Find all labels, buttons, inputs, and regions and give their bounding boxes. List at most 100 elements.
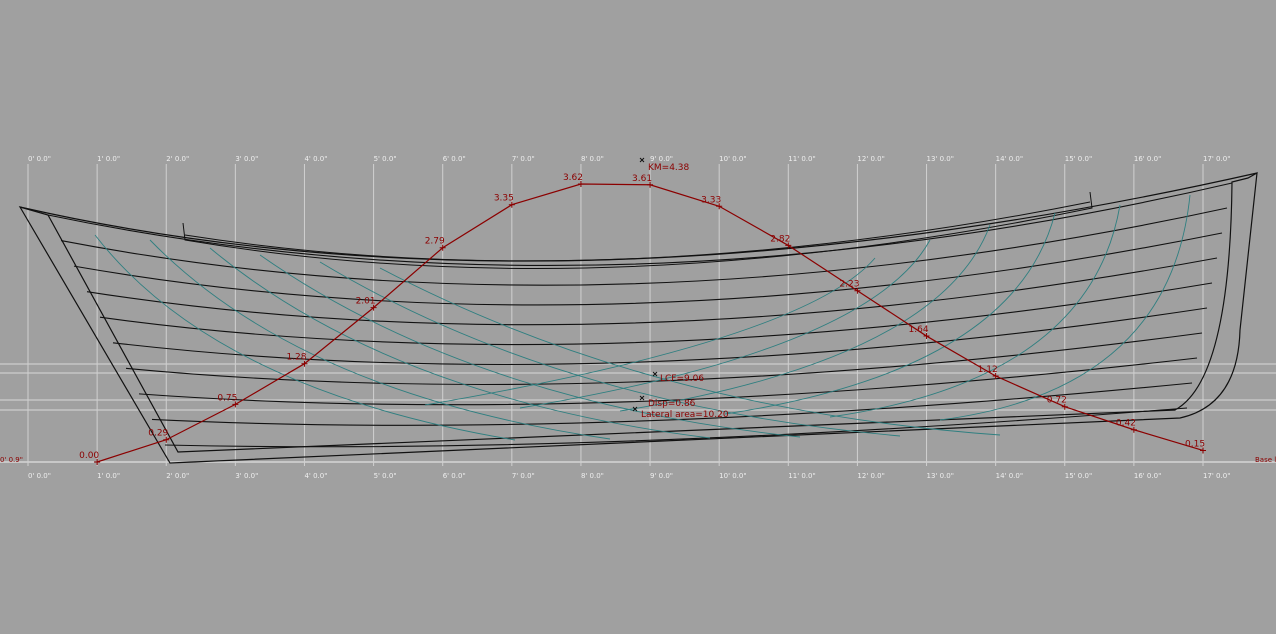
x-tick-label: 1' 0.0"	[97, 472, 120, 480]
section-line	[209, 247, 711, 439]
section-line	[149, 239, 611, 440]
data-label: 3.35	[494, 194, 514, 204]
x-tick-label: 4' 0.0"	[304, 155, 327, 163]
curve-point	[508, 201, 515, 208]
x-tick-label: 17' 0.0"	[1203, 472, 1230, 480]
x-tick-label: 15' 0.0"	[1065, 472, 1092, 480]
curve-point	[439, 244, 446, 251]
x-tick-label: 4' 0.0"	[304, 472, 327, 480]
plank-line	[99, 282, 1213, 346]
section-line	[829, 204, 1121, 418]
plank-line	[112, 307, 1208, 366]
labels: 0' 0.9" Base l KM=4.38 LCF=9.06 Disp=0.8…	[0, 157, 1276, 464]
curve-point	[301, 360, 308, 367]
plank-line	[60, 207, 1228, 286]
plank-line	[125, 332, 1203, 386]
curve-point	[577, 181, 584, 187]
x-tick-label: 10' 0.0"	[719, 472, 746, 480]
marker	[639, 157, 645, 163]
x-tick-label: 16' 0.0"	[1134, 472, 1161, 480]
hull	[18, 171, 1258, 464]
station-grid: 0' 0.0" 0' 0.0" 1' 0.0" 1' 0.0" 2' 0.0" 2' 0.…	[27, 155, 1230, 480]
plank-line	[138, 357, 1198, 406]
left-label: 0' 0.9"	[0, 456, 23, 464]
x-tick-label: 17' 0.0"	[1203, 155, 1230, 163]
x-tick-label: 2' 0.0"	[166, 155, 189, 163]
data-label: 0.15	[1185, 439, 1205, 449]
data-label: 3.62	[563, 173, 583, 183]
x-tick-label: 14' 0.0"	[996, 155, 1023, 163]
data-label: 2.01	[356, 297, 376, 307]
x-tick-label: 0' 0.0"	[28, 472, 51, 480]
curve-point	[785, 242, 792, 249]
annotation-markers	[632, 157, 658, 412]
plank-line	[164, 407, 1188, 448]
hull-outline	[18, 171, 1258, 464]
curve-point	[163, 436, 170, 443]
section-line	[379, 267, 1001, 436]
data-label: 2.82	[770, 234, 790, 244]
x-tick-label: 10' 0.0"	[719, 155, 746, 163]
x-tick-label: 0' 0.0"	[28, 155, 51, 163]
section-line	[939, 194, 1191, 421]
curve-point	[1061, 403, 1068, 410]
x-tick-label: 15' 0.0"	[1065, 155, 1092, 163]
x-tick-label: 12' 0.0"	[857, 155, 884, 163]
x-tick-label: 9' 0.0"	[650, 472, 673, 480]
x-tick-label: 7' 0.0"	[512, 472, 535, 480]
data-label: 0.75	[217, 393, 237, 403]
curve-point	[370, 304, 377, 311]
curve-point	[854, 287, 861, 294]
data-label: 1.12	[978, 365, 998, 375]
curve-point	[94, 459, 101, 465]
section-line	[724, 212, 1056, 415]
section-line	[519, 239, 931, 409]
x-tick-label: 13' 0.0"	[927, 472, 954, 480]
gunwale	[182, 191, 1093, 269]
x-tick-label: 8' 0.0"	[581, 155, 604, 163]
x-tick-label: 14' 0.0"	[996, 472, 1023, 480]
x-tick-label: 1' 0.0"	[97, 155, 120, 163]
data-label: 1.64	[909, 325, 929, 335]
x-tick-label: 5' 0.0"	[374, 472, 397, 480]
curve-point	[923, 333, 930, 340]
x-tick-label: 7' 0.0"	[512, 155, 535, 163]
annotation: Disp=0.86	[648, 399, 696, 409]
marker	[632, 406, 638, 412]
data-label: 0.00	[79, 451, 99, 461]
x-tick-label: 2' 0.0"	[166, 472, 189, 480]
x-tick-label: 3' 0.0"	[235, 155, 258, 163]
x-tick-label: 12' 0.0"	[857, 472, 884, 480]
annotation: LCF=9.06	[660, 374, 704, 384]
plank-line	[47, 182, 1233, 266]
marker	[639, 395, 645, 401]
curve-point	[647, 181, 654, 188]
x-tick-label: 16' 0.0"	[1134, 155, 1161, 163]
plank-line	[73, 232, 1223, 306]
curve-point	[716, 203, 723, 210]
x-tick-label: 5' 0.0"	[374, 155, 397, 163]
section-line	[259, 254, 801, 438]
data-label: 1.28	[286, 353, 306, 363]
data-label: 3.61	[632, 174, 652, 184]
data-label: 0.29	[148, 429, 168, 439]
right-label: Base l	[1255, 456, 1276, 464]
x-tick-label: 6' 0.0"	[443, 155, 466, 163]
x-tick-label: 6' 0.0"	[443, 472, 466, 480]
annotation: Lateral area=10.20	[641, 410, 729, 420]
plank-line	[86, 257, 1218, 326]
annotation: KM=4.38	[648, 163, 690, 173]
section-line	[319, 261, 901, 437]
curve-point	[992, 372, 999, 379]
data-label: 0.72	[1047, 396, 1067, 406]
waterlines	[0, 363, 1276, 463]
curve-point	[1200, 447, 1206, 454]
section-line	[424, 257, 876, 406]
section-line	[94, 234, 516, 441]
plank-line	[151, 382, 1193, 426]
x-tick-label: 11' 0.0"	[788, 472, 815, 480]
curve-point	[1130, 426, 1137, 433]
curve-point	[232, 401, 239, 408]
